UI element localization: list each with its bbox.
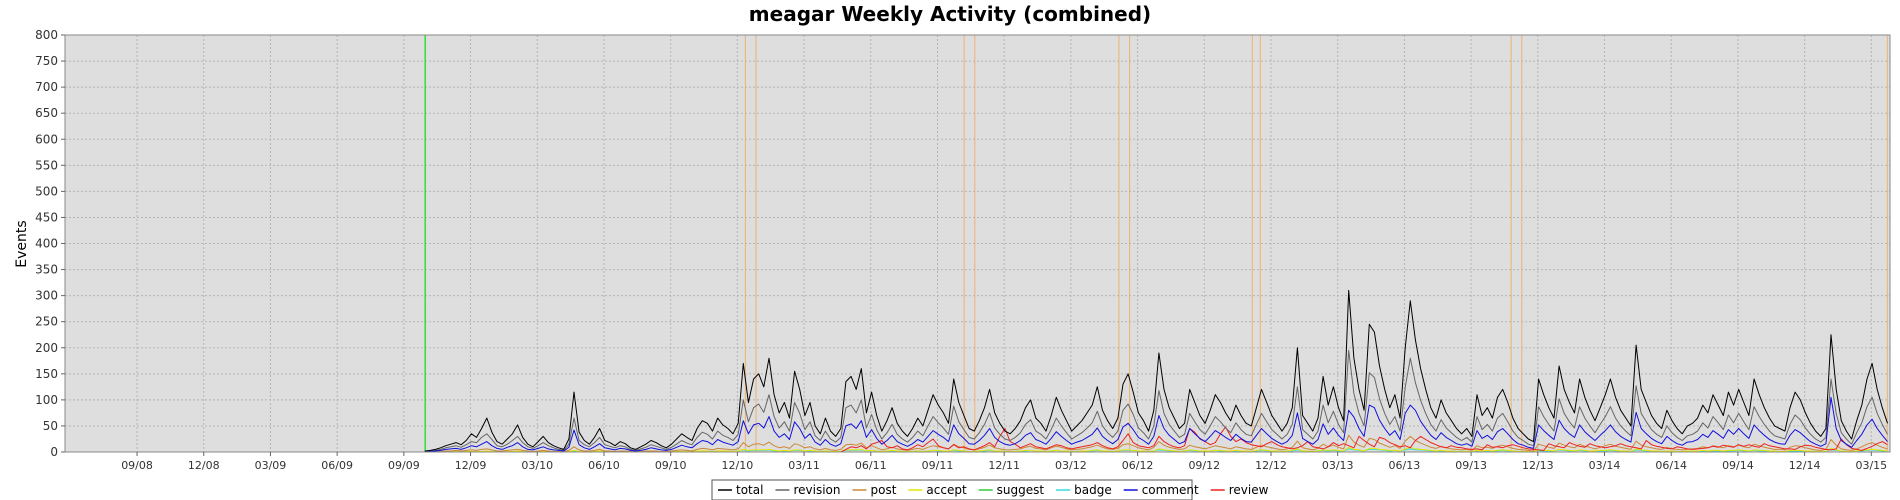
x-tick-label: 12/08 — [188, 459, 220, 472]
y-tick-label: 0 — [50, 445, 58, 459]
x-tick-label: 03/15 — [1855, 459, 1887, 472]
legend: total revision post accept suggest badge comme… — [711, 479, 1269, 500]
x-tick-label: 09/10 — [655, 459, 687, 472]
x-tick-label: 12/14 — [1789, 459, 1821, 472]
x-tick-label: 06/11 — [855, 459, 887, 472]
y-tick-label: 300 — [35, 289, 58, 303]
x-tick-label: 09/11 — [922, 459, 954, 472]
x-tick-label: 03/13 — [1322, 459, 1354, 472]
series-line-total — [65, 289, 1888, 453]
y-tick-label: 50 — [43, 419, 58, 433]
x-tick-label: 03/14 — [1589, 459, 1621, 472]
x-tick-label: 03/10 — [521, 459, 553, 472]
legend-label-review: review — [1229, 483, 1269, 497]
y-tick-label: 500 — [35, 184, 58, 198]
y-tick-label: 550 — [35, 158, 58, 172]
y-tick-label: 450 — [35, 210, 58, 224]
chart-title: meagar Weekly Activity (combined) — [749, 2, 1151, 26]
x-tick-label: 06/09 — [321, 459, 353, 472]
y-tick-label: 350 — [35, 263, 58, 277]
legend-box — [711, 479, 1193, 500]
x-tick-label: 09/14 — [1722, 459, 1754, 472]
series-line-revision — [65, 349, 1888, 453]
y-tick-label: 400 — [35, 237, 58, 251]
x-axis: 09/08 12/08 03/09 06/09 09/09 12/09 03/10 06/10… — [121, 452, 1887, 472]
y-tick-label: 700 — [35, 80, 58, 94]
y-tick-label: 250 — [35, 315, 58, 329]
legend-label-accept: accept — [926, 483, 967, 497]
x-tick-label: 12/09 — [455, 459, 487, 472]
legend-label-suggest: suggest — [997, 483, 1045, 497]
legend-label-total: total — [736, 483, 763, 497]
x-tick-label: 03/12 — [1055, 459, 1087, 472]
x-tick-label: 09/13 — [1455, 459, 1487, 472]
x-tick-label: 09/12 — [1188, 459, 1220, 472]
y-tick-label: 800 — [35, 28, 58, 42]
x-tick-label: 12/13 — [1522, 459, 1554, 472]
x-tick-label: 06/14 — [1655, 459, 1687, 472]
x-tick-label: 12/12 — [1255, 459, 1287, 472]
y-tick-label: 100 — [35, 393, 58, 407]
x-tick-label: 06/13 — [1389, 459, 1421, 472]
x-tick-label: 12/11 — [988, 459, 1020, 472]
y-tick-label: 200 — [35, 341, 58, 355]
x-tick-label: 12/10 — [722, 459, 754, 472]
x-tick-label: 09/09 — [388, 459, 420, 472]
y-tick-label: 650 — [35, 106, 58, 120]
legend-label-comment: comment — [1142, 483, 1199, 497]
y-tick-label: 750 — [35, 54, 58, 68]
y-axis: 0 50 100 150 200 250 300 350 400 450 500 550 600 650 7… — [35, 28, 65, 459]
x-tick-label: 06/12 — [1122, 459, 1154, 472]
y-tick-label: 150 — [35, 367, 58, 381]
x-tick-label: 06/10 — [588, 459, 620, 472]
x-tick-label: 03/09 — [255, 459, 287, 472]
legend-label-badge: badge — [1074, 483, 1112, 497]
legend-label-revision: revision — [793, 483, 840, 497]
grid — [65, 34, 1890, 453]
y-tick-label: 600 — [35, 132, 58, 146]
x-tick-label: 09/08 — [121, 459, 153, 472]
x-tick-label: 03/11 — [788, 459, 820, 472]
y-axis-label: Events — [14, 220, 30, 267]
legend-label-post: post — [870, 483, 896, 497]
series-line-comment — [65, 396, 1888, 453]
